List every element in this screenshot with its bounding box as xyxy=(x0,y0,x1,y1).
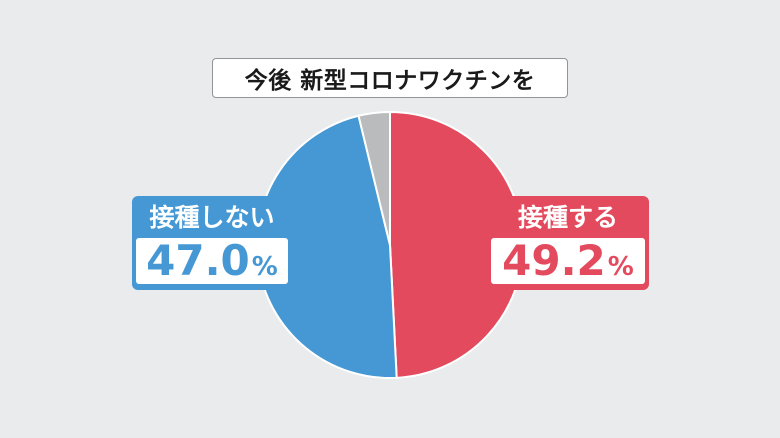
accept-label: 接種する xyxy=(517,203,618,232)
chart-title: 今後 新型コロナワクチンを xyxy=(212,58,568,98)
accept-value-box: 49.2 % xyxy=(491,238,645,284)
refuse-value: 47.0 xyxy=(146,236,250,285)
refuse-callout: 接種しない 47.0 % xyxy=(132,196,292,290)
accept-callout: 接種する 49.2 % xyxy=(487,196,649,290)
pie-slices xyxy=(256,110,524,379)
refuse-unit: % xyxy=(251,252,278,282)
refuse-label: 接種しない xyxy=(149,203,275,232)
refuse-value-box: 47.0 % xyxy=(136,238,288,284)
accept-value: 49.2 xyxy=(502,236,606,285)
accept-unit: % xyxy=(607,252,634,282)
pie-slice-other xyxy=(357,110,391,246)
